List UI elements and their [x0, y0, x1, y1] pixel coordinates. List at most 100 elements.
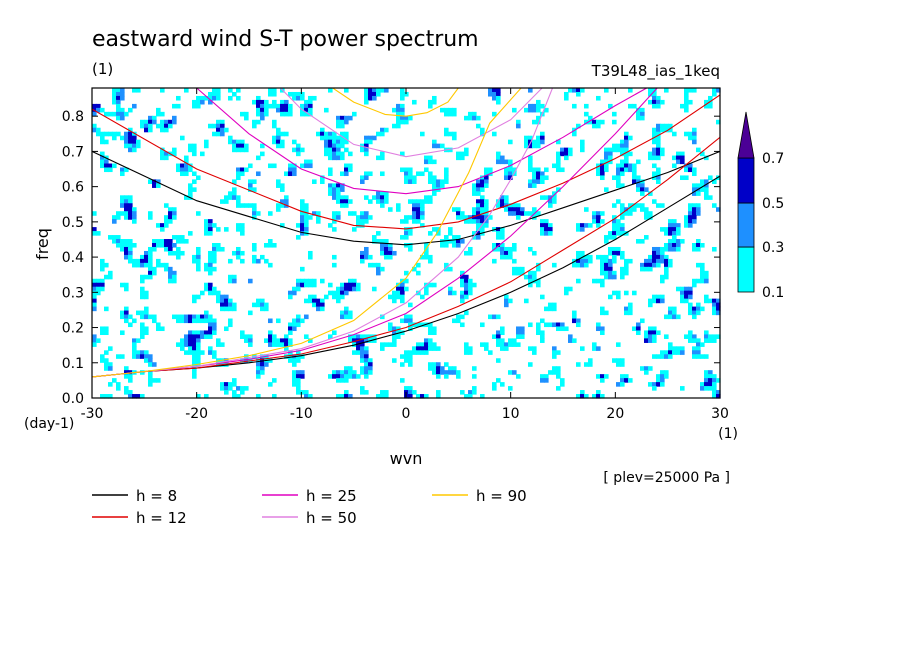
contour-cell	[464, 215, 469, 220]
contour-cell	[500, 203, 505, 208]
contour-cell	[356, 346, 361, 351]
contour-cell	[156, 111, 161, 117]
contour-cell	[696, 350, 701, 355]
contour-cell	[116, 239, 121, 244]
contour-cell	[172, 314, 177, 320]
contour-cell	[296, 382, 301, 387]
contour-cell	[200, 290, 205, 296]
contour-cell	[380, 131, 385, 137]
contour-cell	[332, 191, 337, 196]
contour-cell	[520, 266, 525, 272]
contour-cell	[380, 314, 385, 320]
contour-cell	[608, 250, 613, 256]
contour-cell	[128, 131, 133, 137]
contour-cell	[540, 338, 545, 343]
contour-cell	[260, 306, 265, 312]
contour-cell	[336, 290, 341, 296]
contour-cell	[304, 278, 309, 284]
contour-cell	[344, 115, 349, 121]
contour-cell	[152, 246, 157, 252]
contour-cell	[140, 350, 145, 355]
curve-upper	[280, 88, 543, 158]
contour-cell	[140, 254, 145, 260]
contour-cell	[688, 290, 693, 296]
contour-cell	[480, 227, 485, 232]
contour-cell	[400, 298, 405, 304]
contour-cell	[104, 262, 109, 268]
contour-cell	[300, 215, 305, 220]
contour-cell	[480, 219, 485, 224]
contour-cell	[308, 338, 313, 343]
contour-cell	[696, 147, 701, 153]
contour-cell	[252, 302, 257, 308]
contour-cell	[540, 175, 545, 181]
contour-cell	[528, 274, 533, 280]
contour-cell	[392, 334, 397, 339]
contour-cell	[400, 151, 405, 157]
contour-cell	[600, 262, 605, 268]
contour-cell	[684, 99, 689, 105]
contour-cell	[220, 302, 225, 308]
contour-cell	[464, 151, 469, 157]
contour-cell	[336, 139, 341, 145]
contour-cell	[284, 199, 289, 204]
contour-cell	[512, 270, 517, 276]
contour-cell	[344, 171, 349, 177]
contour-cell	[132, 88, 137, 93]
contour-cell	[620, 231, 625, 236]
contour-cell	[644, 187, 649, 192]
contour-cell	[168, 207, 173, 212]
contour-cell	[124, 366, 129, 371]
contour-cell	[156, 258, 161, 264]
contour-cell	[236, 88, 241, 93]
contour-cell	[468, 346, 473, 351]
contour-cell	[292, 362, 297, 367]
contour-cell	[508, 167, 513, 173]
contour-cell	[380, 171, 385, 177]
contour-cell	[232, 382, 237, 387]
contour-cell	[516, 334, 521, 339]
contour-cell	[604, 163, 609, 169]
contour-cell	[428, 199, 433, 204]
contour-cell	[448, 266, 453, 272]
contour-cell	[652, 354, 657, 359]
contour-cell	[428, 99, 433, 105]
contour-cell	[140, 354, 145, 359]
contour-cell	[452, 111, 457, 117]
contour-cell	[680, 286, 685, 292]
contour-cell	[708, 103, 713, 109]
contour-cell	[272, 103, 277, 109]
contour-cell	[284, 346, 289, 351]
contour-cell	[180, 235, 185, 240]
contour-cell	[172, 274, 177, 280]
contour-cell	[188, 338, 193, 343]
contour-cell	[636, 159, 641, 165]
contour-cell	[208, 326, 213, 332]
contour-cell	[304, 298, 309, 304]
contour-cell	[684, 286, 689, 292]
contour-cell	[376, 199, 381, 204]
contour-cell	[476, 211, 481, 216]
contour-cell	[268, 163, 273, 169]
contour-cell	[700, 382, 705, 387]
contour-cell	[588, 119, 593, 125]
contour-cell	[712, 334, 717, 339]
contour-cell	[208, 318, 213, 324]
contour-cell	[464, 394, 469, 399]
contour-cell	[436, 227, 441, 232]
contour-cell	[172, 119, 177, 125]
contour-cell	[148, 266, 153, 272]
contour-cell	[448, 111, 453, 117]
contour-cell	[216, 91, 221, 97]
contour-cell	[532, 179, 537, 184]
contour-cell	[716, 302, 721, 308]
contour-cell	[284, 195, 289, 200]
contour-cell	[180, 318, 185, 324]
contour-cell	[492, 131, 497, 137]
contour-cell	[620, 362, 625, 367]
contour-cell	[684, 215, 689, 220]
contour-cell	[448, 231, 453, 236]
contour-cell	[344, 163, 349, 169]
contour-cell	[272, 123, 277, 129]
contour-cell	[620, 274, 625, 280]
